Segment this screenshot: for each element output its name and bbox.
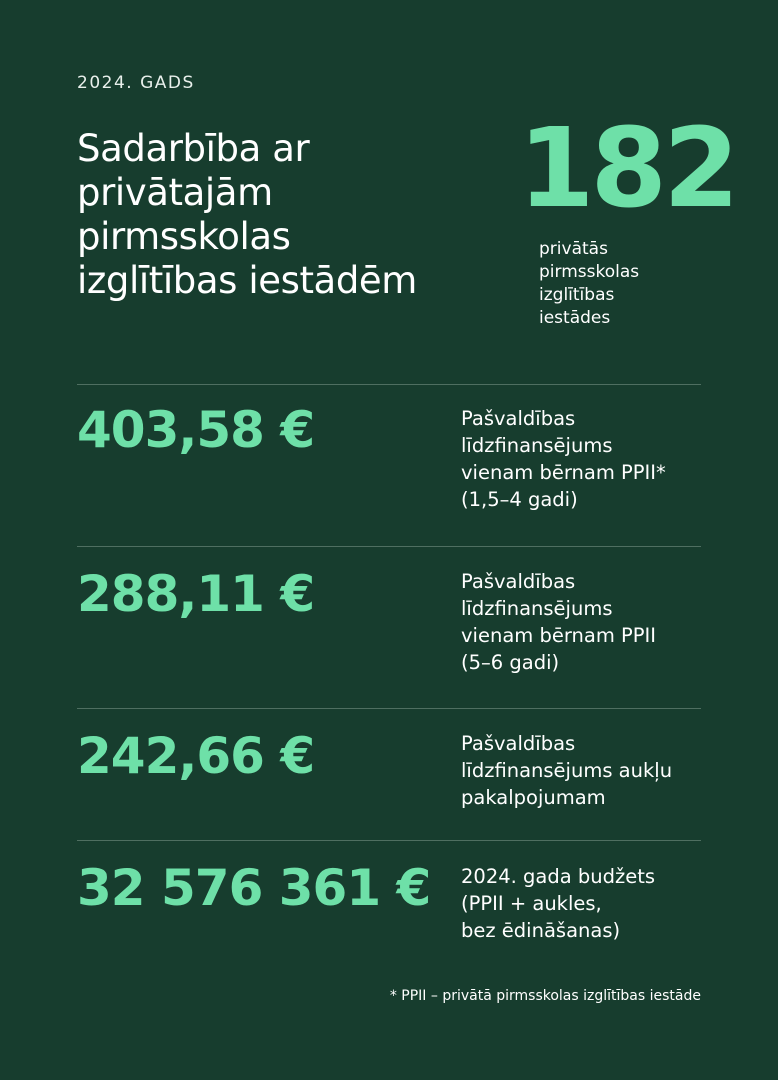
stat-value-funding-1-5-4: 403,58 € [77, 401, 315, 459]
institution-count: 182 [518, 104, 740, 232]
desc-line: (5–6 gadi) [461, 651, 560, 674]
divider [77, 708, 701, 709]
desc-line: līdzfinansējums [461, 597, 613, 620]
title-line: privātajām [77, 171, 273, 214]
desc-line: Pašvaldības [461, 407, 576, 430]
divider [77, 840, 701, 841]
title-line: izglītības iestādēm [77, 259, 417, 302]
institution-count-label: privātās pirmsskolas izglītības iestādes [539, 238, 639, 330]
desc-line: līdzfinansējums aukļu [461, 759, 673, 782]
count-label-line: iestādes [539, 308, 611, 328]
stat-description-budget: 2024. gada budžets (PPII + aukles, bez ē… [461, 863, 721, 944]
title-line: Sadarbība ar [77, 127, 310, 170]
desc-line: (1,5–4 gadi) [461, 488, 578, 511]
footnote: * PPII – privātā pirmsskolas izglītības … [389, 988, 701, 1004]
stat-description-funding-1-5-4: Pašvaldības līdzfinansējums vienam bērna… [461, 405, 721, 513]
desc-line: (PPII + aukles, [461, 892, 602, 915]
title-line: pirmsskolas [77, 215, 291, 258]
count-label-line: privātās [539, 239, 608, 259]
desc-line: līdzfinansējums [461, 434, 613, 457]
desc-line: vienam bērnam PPII* [461, 461, 666, 484]
stat-description-funding-5-6: Pašvaldības līdzfinansējums vienam bērna… [461, 568, 721, 676]
stat-value-budget: 32 576 361 € [77, 859, 431, 917]
desc-line: Pašvaldības [461, 732, 576, 755]
divider [77, 546, 701, 547]
page-title: Sadarbība ar privātajām pirmsskolas izgl… [77, 127, 517, 303]
year-label: 2024. GADS [77, 73, 195, 93]
stat-description-nanny-service: Pašvaldības līdzfinansējums aukļu pakalp… [461, 730, 721, 811]
desc-line: Pašvaldības [461, 570, 576, 593]
desc-line: bez ēdināšanas) [461, 919, 621, 942]
count-label-line: izglītības [539, 285, 615, 305]
stat-value-nanny-service: 242,66 € [77, 727, 315, 785]
stat-value-funding-5-6: 288,11 € [77, 565, 315, 623]
desc-line: vienam bērnam PPII [461, 624, 657, 647]
count-label-line: pirmsskolas [539, 262, 640, 282]
divider [77, 384, 701, 385]
desc-line: pakalpojumam [461, 786, 606, 809]
desc-line: 2024. gada budžets [461, 865, 656, 888]
